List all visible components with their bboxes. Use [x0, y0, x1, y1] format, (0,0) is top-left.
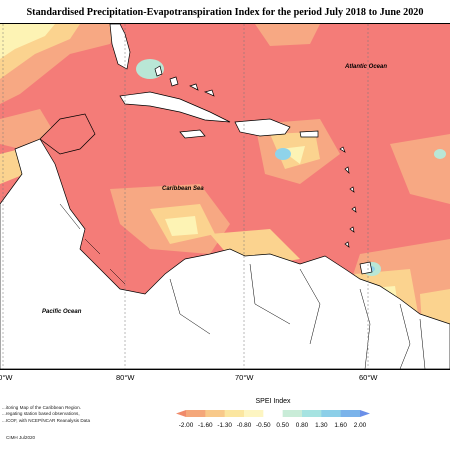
longitude-label-80w: 80°W [116, 373, 135, 382]
legend-title: SPEI Index [255, 398, 291, 405]
legend-tick-label: 2.00 [353, 422, 367, 429]
legend-swatch [244, 410, 264, 417]
longitude-label-90w: 90°W [0, 373, 13, 382]
longitude-label-60w: 60°W [359, 373, 378, 382]
cuba-land [119, 91, 231, 123]
legend-tick-label: -0.50 [256, 422, 271, 429]
yucatan-land [39, 113, 96, 155]
legend-arrow-right [360, 410, 370, 417]
legend-swatch [302, 410, 322, 417]
legend-tick-label: 0.80 [295, 422, 309, 429]
caribbean-sea-label: Caribbean Sea [162, 186, 204, 192]
spei-map-canvas [0, 24, 450, 369]
central-america-land [0, 138, 450, 369]
legend-arrow-left [176, 410, 186, 417]
source-note-line: ...regating station based observations, [2, 411, 80, 417]
legend-swatch [340, 410, 361, 417]
spei-map: Atlantic Ocean Caribbean Sea Pacific Oce… [0, 23, 450, 370]
atlantic-ocean-label: Atlantic Ocean [345, 64, 388, 70]
map-title: Standardised Precipitation-Evapotranspir… [26, 7, 424, 18]
legend-swatch [224, 410, 245, 417]
credit-text: CIMH Jul2020 [6, 435, 36, 440]
land-areas [0, 24, 450, 369]
legend-colorbar [176, 410, 370, 417]
source-note: ...itoring Map of the Caribbean Region. … [2, 405, 132, 424]
country-borders [59, 203, 426, 369]
legend-swatch [205, 410, 225, 417]
source-note-line: ...ICOF, with NCEP/NCAR Reanalysis Data [2, 417, 91, 423]
legend-swatch [186, 410, 206, 417]
jamaica-land [179, 129, 206, 139]
lesser-antilles-land [339, 146, 357, 248]
source-note-line: ...itoring Map of the Caribbean Region. [2, 405, 81, 410]
longitude-label-70w: 70°W [235, 373, 254, 382]
pacific-ocean-label: Pacific Ocean [42, 309, 82, 315]
legend-tick-label: 1.30 [315, 422, 328, 429]
legend-swatch [263, 410, 283, 417]
legend-tick-labels: -2.00 -1.60 -1.30 -0.80 -0.50 0.50 0.80 1.30 1.6… [168, 422, 378, 432]
legend-tick-label: 0.50 [276, 422, 289, 429]
legend-swatch [321, 410, 341, 417]
legend-tick-label: -1.60 [198, 422, 213, 429]
bahamas-land [154, 65, 215, 97]
puerto-rico-land [299, 130, 319, 138]
legend-tick-label: -0.80 [236, 422, 252, 429]
hispaniola-land [234, 118, 291, 137]
legend-swatch [282, 410, 303, 417]
legend-tick-label: 1.60 [334, 422, 347, 429]
trinidad-land [359, 261, 373, 275]
legend-tick-label: -1.30 [217, 422, 232, 429]
longitude-gridlines [2, 24, 369, 369]
legend-tick-label: -2.00 [178, 422, 194, 429]
spei-legend: SPEI Index -2.00 -1.60 -1.30 -0.80 -0.50 0.50… [168, 398, 378, 438]
